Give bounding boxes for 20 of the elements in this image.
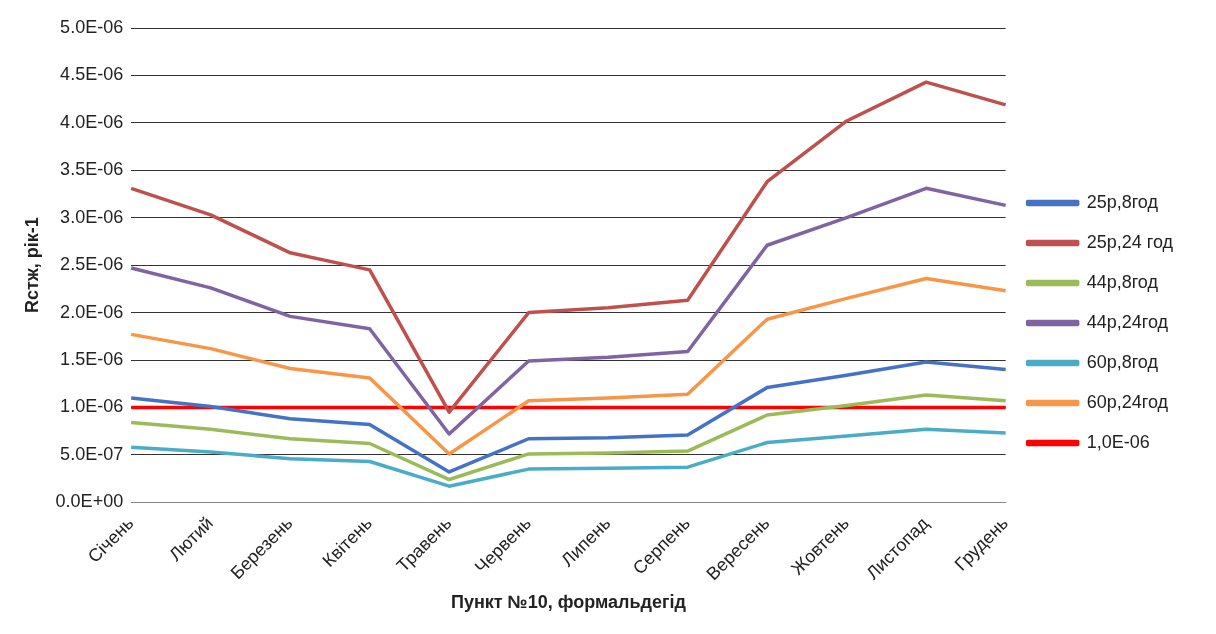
y-tick-label: 2.0E-06 [60, 301, 124, 322]
legend-label: 60р,8год [1086, 351, 1159, 372]
legend-label: 25р,24 год [1086, 231, 1174, 252]
y-tick-label: 1.5E-06 [60, 348, 124, 369]
legend-label: 25р,8год [1086, 191, 1159, 212]
legend-label: 1,0E-06 [1086, 431, 1150, 452]
legend-label: 44р,8год [1086, 271, 1159, 292]
y-tick-label: 5.0E-06 [60, 16, 124, 37]
x-axis-title: Пункт №10, формальдегід [450, 592, 687, 613]
y-tick-label: 0.0E+00 [55, 491, 124, 512]
legend-label: 44р,24год [1086, 311, 1169, 332]
y-tick-label: 5.0E-07 [60, 443, 124, 464]
y-tick-label: 1.0E-06 [60, 396, 124, 417]
y-tick-label: 3.5E-06 [60, 159, 124, 180]
y-tick-label: 4.5E-06 [60, 64, 124, 85]
legend-label: 60р,24год [1086, 391, 1169, 412]
y-tick-label: 3.0E-06 [60, 206, 124, 227]
y-axis-title: Rстж, рік-1 [21, 217, 42, 314]
y-tick-label: 2.5E-06 [60, 254, 124, 275]
y-tick-label: 4.0E-06 [60, 111, 124, 132]
